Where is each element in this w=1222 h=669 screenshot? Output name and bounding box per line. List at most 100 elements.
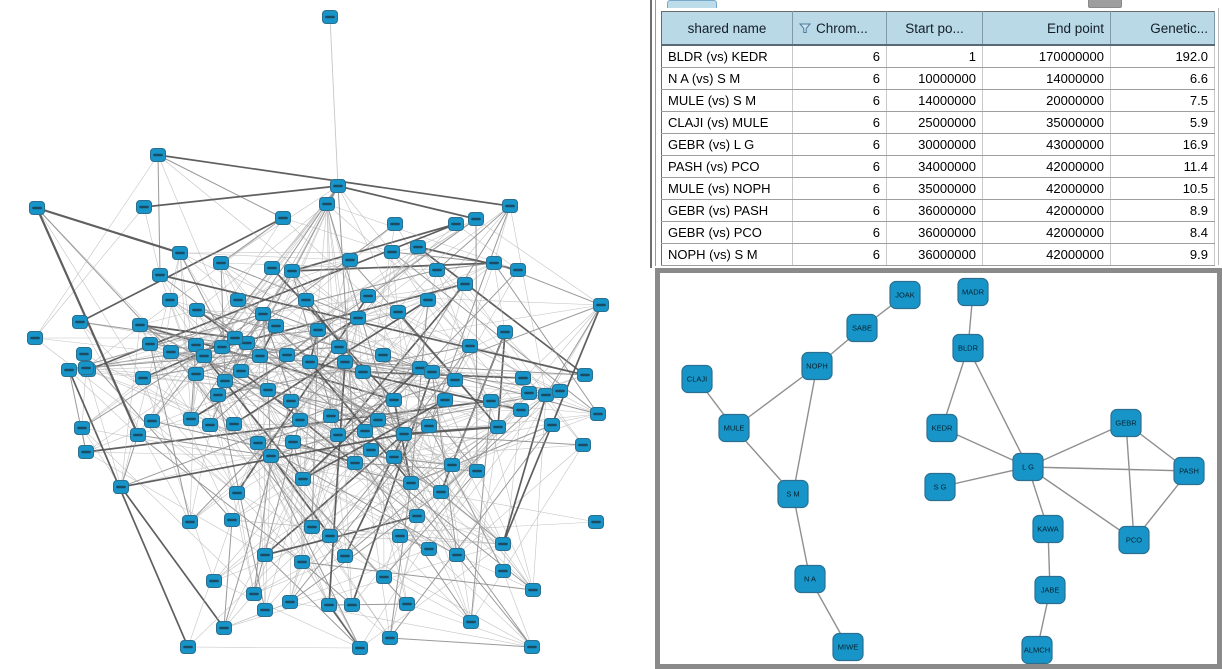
table-cell[interactable]: 8.4 <box>1110 221 1215 244</box>
table-cell[interactable]: 6 <box>792 67 887 90</box>
overview-network-node[interactable] <box>588 515 604 529</box>
overview-network-node[interactable] <box>352 641 368 655</box>
overview-network-node[interactable] <box>252 349 268 363</box>
overview-network-node[interactable] <box>152 268 168 282</box>
overview-network-node[interactable] <box>360 289 376 303</box>
table-row[interactable]: GEBR (vs) L G 6 30000000 43000000 16.9 <box>661 133 1215 156</box>
overview-network-node[interactable] <box>370 413 386 427</box>
overview-network-node[interactable] <box>298 293 314 307</box>
table-cell[interactable]: 42000000 <box>982 155 1111 178</box>
overview-network-node[interactable] <box>322 529 338 543</box>
overview-network-node[interactable] <box>183 412 199 426</box>
overview-network-node[interactable] <box>279 348 295 362</box>
overview-network-node[interactable] <box>524 640 540 654</box>
overview-network-node[interactable] <box>132 318 148 332</box>
overview-network-node[interactable] <box>347 456 363 470</box>
overview-network-node[interactable] <box>74 421 90 435</box>
column-header-sharedname[interactable]: shared name <box>661 11 793 46</box>
node-shape[interactable] <box>926 413 958 443</box>
overview-network-node[interactable] <box>202 418 218 432</box>
table-cell[interactable]: 7.5 <box>1110 89 1215 112</box>
overview-network-node[interactable] <box>283 394 299 408</box>
table-cell[interactable]: 34000000 <box>886 155 983 178</box>
column-header-startpo[interactable]: Start po... <box>886 11 983 46</box>
table-cell[interactable]: 170000000 <box>982 45 1111 68</box>
overview-network-node[interactable] <box>390 305 406 319</box>
overview-network-node[interactable] <box>72 315 88 329</box>
overview-network-node[interactable] <box>78 361 94 375</box>
overview-network-node[interactable] <box>182 515 198 529</box>
node-shape[interactable] <box>794 564 826 594</box>
overview-network-node[interactable] <box>230 293 246 307</box>
overview-network-node[interactable] <box>27 331 43 345</box>
network-node-miwe[interactable]: MIWE <box>832 632 864 662</box>
detail-network-canvas[interactable]: JOAK MADR SABE NOPH BLDR CLAJI MULE KEDR GEBR L G… <box>660 273 1217 664</box>
overview-network-node[interactable] <box>495 537 511 551</box>
panel-tab-fragment[interactable] <box>667 0 717 8</box>
node-shape[interactable] <box>889 280 921 310</box>
overview-network-node[interactable] <box>330 179 346 193</box>
overview-network-node[interactable] <box>260 383 276 397</box>
overview-network-node[interactable] <box>142 337 158 351</box>
overview-network-node[interactable] <box>162 293 178 307</box>
overview-network-node[interactable] <box>233 364 249 378</box>
overview-network-node[interactable] <box>483 394 499 408</box>
node-shape[interactable] <box>924 472 956 502</box>
network-node-pco[interactable]: PCO <box>1118 525 1150 555</box>
table-cell[interactable]: NOPH (vs) S M <box>661 243 793 266</box>
table-cell[interactable]: 6 <box>792 199 887 222</box>
table-cell[interactable]: 42000000 <box>982 177 1111 200</box>
overview-network-node[interactable] <box>255 307 271 321</box>
overview-network-node[interactable] <box>76 347 92 361</box>
table-cell[interactable]: 6 <box>792 89 887 112</box>
column-header-endpoint[interactable]: End point <box>982 11 1111 46</box>
table-cell[interactable]: 42000000 <box>982 221 1111 244</box>
table-cell[interactable]: 6 <box>792 177 887 200</box>
table-cell[interactable]: 35000000 <box>886 177 983 200</box>
table-cell[interactable]: BLDR (vs) KEDR <box>661 45 793 68</box>
table-cell[interactable]: GEBR (vs) L G <box>661 133 793 156</box>
node-shape[interactable] <box>1032 514 1064 544</box>
column-header-genetic[interactable]: Genetic... <box>1110 11 1215 46</box>
node-shape[interactable] <box>1034 575 1066 605</box>
overview-network-node[interactable] <box>180 640 196 654</box>
table-cell[interactable]: 14000000 <box>886 89 983 112</box>
overview-network-node[interactable] <box>323 409 339 423</box>
table-cell[interactable]: 192.0 <box>1110 45 1215 68</box>
network-node-jabe[interactable]: JABE <box>1034 575 1066 605</box>
table-cell[interactable]: 6 <box>792 45 887 68</box>
overview-network-canvas[interactable] <box>0 0 648 669</box>
overview-network-node[interactable] <box>78 445 94 459</box>
network-node-gebr[interactable]: GEBR <box>1110 408 1142 438</box>
overview-network-node[interactable] <box>188 367 204 381</box>
overview-network-node[interactable] <box>410 240 426 254</box>
overview-network-node[interactable] <box>376 570 392 584</box>
overview-network-node[interactable] <box>350 311 366 325</box>
overview-network-node[interactable] <box>150 148 166 162</box>
network-node-bldr[interactable]: BLDR <box>952 333 984 363</box>
overview-network-node[interactable] <box>285 435 301 449</box>
table-cell[interactable]: 36000000 <box>886 243 983 266</box>
table-row[interactable]: NOPH (vs) S M 6 36000000 42000000 9.9 <box>661 243 1215 266</box>
overview-network-node[interactable] <box>229 486 245 500</box>
table-row[interactable]: PASH (vs) PCO 6 34000000 42000000 11.4 <box>661 155 1215 178</box>
overview-network-node[interactable] <box>135 371 151 385</box>
overview-network-node[interactable] <box>384 245 400 259</box>
overview-network-node[interactable] <box>284 264 300 278</box>
overview-network-node[interactable] <box>292 413 308 427</box>
node-shape[interactable] <box>957 277 989 307</box>
table-cell[interactable]: GEBR (vs) PASH <box>661 199 793 222</box>
node-shape[interactable] <box>1118 525 1150 555</box>
overview-network-node[interactable] <box>577 368 593 382</box>
overview-network-node[interactable] <box>113 480 129 494</box>
overview-network-node[interactable] <box>429 263 445 277</box>
overview-network-node[interactable] <box>387 217 403 231</box>
overview-network-node[interactable] <box>29 201 45 215</box>
table-row[interactable]: MULE (vs) S M 6 14000000 20000000 7.5 <box>661 89 1215 112</box>
node-shape[interactable] <box>777 479 809 509</box>
overview-network-node[interactable] <box>226 417 242 431</box>
table-cell[interactable]: 9.9 <box>1110 243 1215 266</box>
overview-network-node[interactable] <box>447 373 463 387</box>
table-cell[interactable]: 6 <box>792 155 887 178</box>
table-row[interactable]: N A (vs) S M 6 10000000 14000000 6.6 <box>661 67 1215 90</box>
